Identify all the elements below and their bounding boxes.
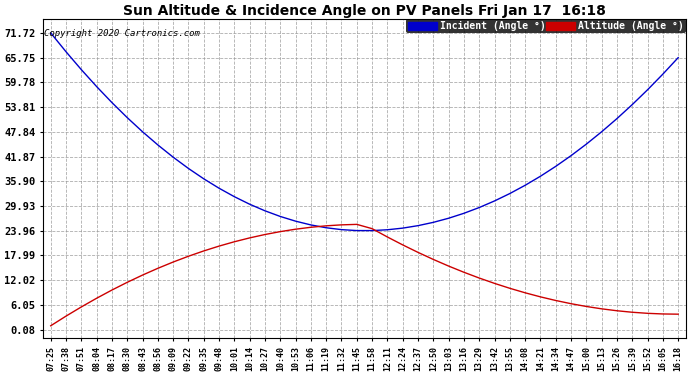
Title: Sun Altitude & Incidence Angle on PV Panels Fri Jan 17  16:18: Sun Altitude & Incidence Angle on PV Pan… xyxy=(123,4,606,18)
Text: Copyright 2020 Cartronics.com: Copyright 2020 Cartronics.com xyxy=(44,29,200,38)
Legend: Incident (Angle °), Altitude (Angle °): Incident (Angle °), Altitude (Angle °) xyxy=(406,20,686,33)
